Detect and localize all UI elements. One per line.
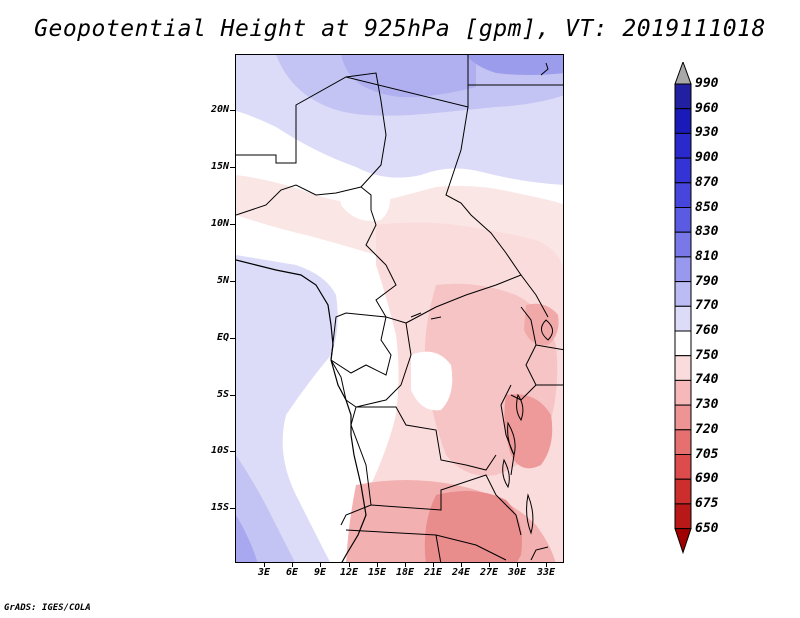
colorbar-label: 750 — [695, 347, 719, 363]
colorbar-label: 770 — [695, 298, 719, 314]
colorbar-label: 900 — [695, 150, 719, 166]
colorbar-segment — [674, 379, 692, 406]
colorbar-label: 790 — [695, 273, 719, 289]
lon-tick — [320, 563, 321, 567]
colorbar-label: 760 — [695, 323, 719, 338]
country-borders — [236, 55, 563, 562]
lon-label: 33E — [536, 567, 556, 578]
field-southwest-blue — [236, 515, 258, 562]
footer-credit: GrADS: IGES/COLA — [4, 603, 91, 613]
lon-tick — [433, 563, 434, 567]
colorbar-segment — [674, 305, 692, 332]
field-sahel-white — [336, 173, 390, 221]
colorbar-label: 990 — [695, 76, 719, 91]
lat-tick — [230, 167, 235, 168]
lat-label: 5N — [216, 275, 229, 286]
lon-tick — [405, 563, 406, 567]
colorbar-label: 690 — [695, 471, 719, 487]
colorbar-label: 730 — [695, 397, 719, 413]
colorbar-label: 740 — [695, 372, 719, 388]
lat-label: 10N — [210, 218, 229, 229]
lon-tick — [377, 563, 378, 567]
colorbar-segment — [674, 231, 692, 258]
colorbar-label: 870 — [695, 174, 719, 190]
lat-tick — [230, 508, 235, 509]
colorbar-segment — [674, 83, 692, 110]
colorbar-segment — [674, 256, 692, 283]
field-south-dark-pink — [424, 491, 522, 562]
lat-label: EQ — [216, 332, 229, 343]
lon-label: 27E — [479, 567, 499, 578]
lon-tick — [517, 563, 518, 567]
lon-tick — [489, 563, 490, 567]
colorbar-segment — [674, 108, 692, 134]
colorbar-under-triangle — [674, 528, 692, 555]
colorbar-label: 720 — [695, 421, 719, 437]
colorbar-label: 650 — [695, 520, 719, 536]
lat-label: 5S — [216, 389, 229, 400]
colorbar-label: 810 — [695, 248, 719, 264]
lon-label: 21E — [423, 567, 443, 578]
field-uganda-pink — [524, 303, 559, 346]
colorbar-label: 675 — [695, 495, 719, 511]
colorbar-over-triangle — [674, 62, 692, 85]
lon-label: 30E — [507, 567, 527, 578]
lon-tick — [546, 563, 547, 567]
lat-label: 15S — [210, 502, 229, 513]
lon-label: 6E — [285, 567, 299, 578]
colorbar-segment — [674, 157, 692, 184]
colorbar-segment — [674, 404, 692, 431]
colorbar-label: 960 — [695, 100, 719, 116]
colorbar-segment — [674, 207, 692, 233]
lat-tick — [230, 451, 235, 452]
field-rift-dark-pink — [504, 394, 553, 469]
field-west-blue — [236, 455, 295, 562]
colorbar-segment — [674, 182, 692, 209]
lon-label: 15E — [367, 567, 387, 578]
lat-label: 20N — [210, 104, 229, 115]
colorbar-segment — [674, 478, 692, 505]
lat-label: 15N — [210, 161, 229, 172]
colorbar-segment — [674, 330, 692, 357]
colorbar-label: 830 — [695, 224, 719, 240]
field-north-dark-blue — [466, 55, 563, 75]
colorbar-segment — [674, 429, 692, 455]
lat-label: 10S — [210, 445, 229, 456]
colorbar — [674, 62, 692, 555]
lakes — [410, 312, 553, 561]
colorbar-segment — [674, 281, 692, 307]
coastline — [236, 259, 367, 562]
lon-tick — [264, 563, 265, 567]
colorbar-segment — [674, 454, 692, 480]
lon-label: 9E — [313, 567, 327, 578]
lon-label: 24E — [451, 567, 471, 578]
map-panel — [235, 54, 564, 563]
colorbar-label: 930 — [695, 125, 719, 141]
lon-tick — [292, 563, 293, 567]
colorbar-label: 705 — [695, 446, 719, 462]
lon-tick — [461, 563, 462, 567]
field-north-mid-blue — [341, 55, 476, 98]
lat-tick — [230, 110, 235, 111]
lat-tick — [230, 395, 235, 396]
lat-tick — [230, 281, 235, 282]
lon-tick — [349, 563, 350, 567]
lat-tick — [230, 224, 235, 225]
lon-label: 3E — [257, 567, 271, 578]
colorbar-label: 850 — [695, 199, 719, 215]
map-canvas — [236, 55, 563, 562]
colorbar-segment — [674, 355, 692, 381]
coast-red-sea — [540, 62, 549, 76]
field-west-light-blue — [236, 255, 338, 562]
lat-tick — [230, 338, 235, 339]
chart-title: Geopotential Height at 925hPa [gpm], VT:… — [34, 16, 766, 42]
lon-label: 18E — [395, 567, 415, 578]
lon-label: 12E — [339, 567, 359, 578]
colorbar-segment — [674, 132, 692, 159]
field-congo-white — [411, 351, 453, 411]
colorbar-segment — [674, 503, 692, 530]
